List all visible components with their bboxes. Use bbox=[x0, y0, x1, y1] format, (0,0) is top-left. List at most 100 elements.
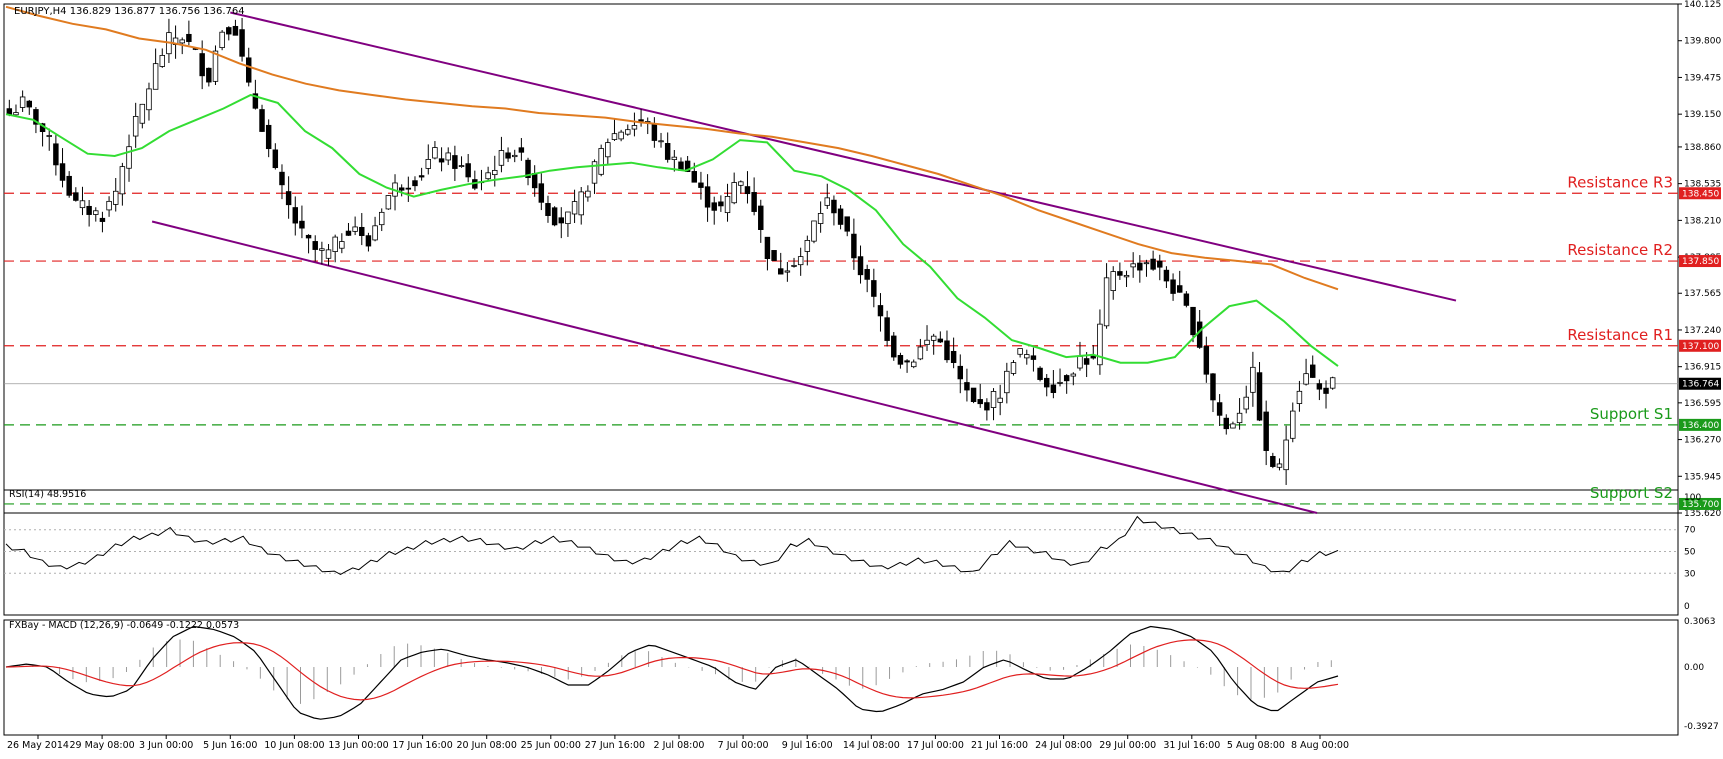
candle bbox=[738, 180, 744, 194]
candle-bear bbox=[864, 269, 870, 280]
y-tick-label: 137.240 bbox=[1684, 326, 1721, 336]
candle bbox=[66, 171, 72, 198]
macd-panel: 0.3063 0.00 -0.3927 bbox=[5, 617, 1719, 732]
candle bbox=[704, 174, 711, 222]
candle bbox=[226, 26, 232, 41]
candle-bear bbox=[977, 399, 983, 405]
candle bbox=[1190, 306, 1196, 343]
candle bbox=[352, 216, 358, 236]
x-tick-label: 20 Jun 08:00 bbox=[457, 740, 517, 751]
candle bbox=[598, 144, 604, 177]
candle-bear bbox=[851, 233, 857, 259]
candle bbox=[385, 195, 392, 210]
candle bbox=[1323, 380, 1329, 409]
candle bbox=[771, 250, 777, 261]
candle-bear bbox=[1203, 346, 1210, 375]
candle-bull bbox=[1010, 362, 1017, 374]
candle-bear bbox=[771, 250, 777, 261]
candle-bear bbox=[1196, 321, 1203, 348]
candle bbox=[591, 159, 598, 194]
candle-bear bbox=[1323, 387, 1329, 394]
candle bbox=[1203, 336, 1210, 383]
candle bbox=[538, 173, 545, 211]
candle bbox=[731, 172, 737, 205]
candle-bull bbox=[1243, 396, 1249, 410]
level-tag-box bbox=[1679, 497, 1721, 510]
rsi-line bbox=[5, 515, 1339, 575]
candle bbox=[1303, 358, 1309, 386]
candle bbox=[944, 330, 950, 363]
candle-bull bbox=[1250, 366, 1256, 393]
candle bbox=[405, 176, 412, 202]
candle bbox=[139, 103, 146, 129]
candle bbox=[86, 200, 92, 227]
candle bbox=[438, 147, 445, 172]
candle bbox=[1223, 414, 1230, 435]
candle-bear bbox=[904, 360, 910, 363]
candle bbox=[1329, 376, 1336, 390]
candle bbox=[452, 145, 458, 182]
level-tag-text: 137.850 bbox=[1682, 257, 1719, 267]
candle-bear bbox=[1190, 306, 1196, 336]
candle-bear bbox=[1090, 355, 1097, 359]
candle bbox=[844, 216, 850, 237]
y-tick-label: 136.270 bbox=[1684, 436, 1721, 446]
candle-bear bbox=[405, 187, 412, 190]
candle-bull bbox=[325, 249, 332, 259]
candle-bear bbox=[1117, 271, 1123, 276]
candle-bull bbox=[658, 140, 664, 143]
candle bbox=[924, 325, 930, 351]
candle-bear bbox=[279, 171, 285, 186]
candle-bear bbox=[764, 236, 771, 260]
candle-bull bbox=[804, 240, 811, 252]
candle-bull bbox=[1303, 373, 1309, 385]
candle-bull bbox=[997, 397, 1003, 403]
candle bbox=[711, 196, 717, 225]
candle-bull bbox=[625, 129, 631, 135]
candle bbox=[46, 128, 52, 151]
candle-bull bbox=[485, 172, 491, 180]
candle-bull bbox=[492, 169, 498, 176]
candle-bear bbox=[704, 186, 711, 208]
candle bbox=[1170, 273, 1176, 301]
candle bbox=[239, 17, 245, 62]
candle bbox=[412, 176, 418, 192]
candle bbox=[957, 354, 964, 394]
x-tick-label: 3 Jun 00:00 bbox=[139, 740, 193, 751]
candle-bear bbox=[844, 216, 850, 232]
x-tick-label: 9 Jul 16:00 bbox=[782, 740, 833, 751]
candle bbox=[458, 156, 465, 168]
candle bbox=[871, 268, 877, 308]
candle-bear bbox=[891, 335, 897, 358]
candle-bull bbox=[445, 152, 451, 161]
candle-bear bbox=[518, 147, 525, 153]
candle bbox=[1137, 255, 1143, 283]
candle-bear bbox=[305, 234, 312, 239]
candle-bull bbox=[671, 156, 678, 160]
candle bbox=[698, 171, 704, 200]
panel-frame-2 bbox=[3, 619, 1679, 736]
candle-bear bbox=[1176, 285, 1183, 293]
candle bbox=[997, 384, 1003, 416]
candle-bull bbox=[319, 248, 325, 251]
candle-bear bbox=[718, 201, 724, 207]
candle bbox=[1110, 266, 1116, 300]
candle bbox=[1176, 270, 1183, 293]
candle-bull bbox=[1110, 271, 1116, 291]
candle bbox=[891, 332, 897, 361]
candle-bull bbox=[990, 391, 997, 408]
level-tag-box bbox=[1679, 187, 1721, 200]
x-tick-label: 17 Jul 00:00 bbox=[907, 740, 964, 751]
candle bbox=[904, 359, 910, 373]
candle-bull bbox=[1290, 410, 1296, 439]
candle bbox=[1216, 394, 1223, 426]
candle-bear bbox=[265, 124, 272, 150]
candle bbox=[159, 48, 166, 68]
candle bbox=[1143, 259, 1150, 277]
candle bbox=[472, 170, 478, 191]
candle-bear bbox=[1163, 269, 1170, 282]
candle bbox=[492, 155, 498, 187]
candle-bear bbox=[1210, 373, 1216, 401]
candle bbox=[1316, 379, 1323, 401]
candle-bear bbox=[1256, 372, 1263, 421]
